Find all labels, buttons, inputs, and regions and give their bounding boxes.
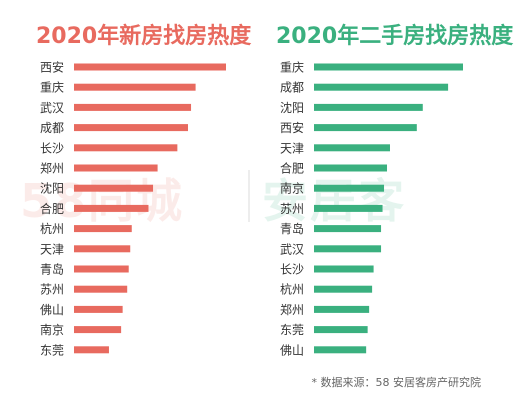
- bar: [314, 124, 417, 132]
- category-label: 郑州: [40, 161, 64, 176]
- category-label: 长沙: [40, 141, 64, 155]
- category-label: 佛山: [40, 303, 64, 317]
- bar: [74, 184, 154, 192]
- category-label: 长沙: [280, 263, 304, 277]
- category-label: 杭州: [40, 221, 64, 236]
- bar: [314, 265, 374, 273]
- source-note: * 数据来源：58 安居客房产研究院: [311, 376, 482, 389]
- bar: [74, 164, 158, 172]
- bar: [74, 63, 226, 71]
- category-label: 合肥: [280, 161, 304, 176]
- bar: [74, 346, 109, 354]
- bar: [314, 164, 388, 172]
- bar: [314, 245, 382, 253]
- category-label: 青岛: [40, 262, 64, 277]
- bar: [74, 285, 128, 293]
- category-label: 苏州: [40, 283, 64, 297]
- category-label: 东莞: [40, 343, 64, 357]
- category-label: 重庆: [40, 81, 64, 95]
- bar: [314, 326, 368, 334]
- category-label: 东莞: [280, 323, 304, 337]
- bar: [314, 63, 463, 71]
- category-label: 南京: [280, 181, 304, 196]
- category-label: 重庆: [280, 61, 304, 75]
- category-label: 武汉: [280, 242, 304, 256]
- category-label: 西安: [40, 60, 64, 75]
- resale-home-chart-title: 2020年二手房找房热度: [276, 24, 514, 49]
- bar: [74, 225, 132, 233]
- category-label: 杭州: [280, 282, 304, 297]
- bar: [74, 305, 123, 313]
- category-label: 沈阳: [40, 181, 64, 196]
- bar: [314, 204, 383, 212]
- category-label: 天津: [40, 242, 64, 256]
- bar: [314, 346, 367, 354]
- bar: [314, 103, 423, 111]
- bar: [314, 285, 373, 293]
- category-label: 合肥: [40, 201, 64, 216]
- watermark-divider: [248, 170, 250, 222]
- bar: [74, 245, 131, 253]
- bar: [314, 83, 449, 91]
- bar: [74, 326, 122, 334]
- category-label: 青岛: [280, 221, 304, 236]
- bar: [74, 124, 188, 132]
- category-label: 郑州: [280, 302, 304, 317]
- bar: [74, 204, 149, 212]
- 58-watermark-logo: 58同城: [20, 174, 185, 228]
- category-label: 武汉: [40, 101, 64, 115]
- bar: [74, 265, 129, 273]
- category-label: 天津: [280, 141, 304, 155]
- bar: [314, 184, 385, 192]
- anjuke-watermark-logo: 安居客: [262, 174, 406, 228]
- bar: [314, 305, 370, 313]
- bar: [74, 103, 192, 111]
- new-home-chart-title: 2020年新房找房热度: [36, 24, 252, 49]
- bar: [74, 83, 196, 91]
- bar: [74, 144, 178, 152]
- bar: [314, 225, 382, 233]
- category-label: 成都: [280, 81, 304, 95]
- category-label: 成都: [40, 121, 64, 135]
- category-label: 沈阳: [280, 100, 304, 115]
- category-label: 西安: [280, 120, 304, 135]
- bar: [314, 144, 390, 152]
- category-label: 苏州: [280, 202, 304, 216]
- category-label: 南京: [40, 322, 64, 337]
- category-label: 佛山: [280, 343, 304, 357]
